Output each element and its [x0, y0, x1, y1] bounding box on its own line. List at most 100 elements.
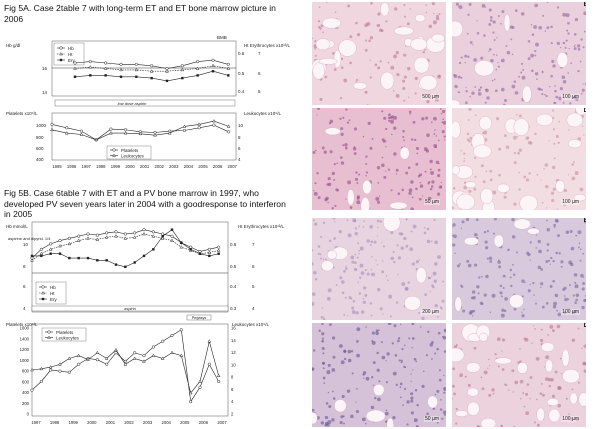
data-point-ery [105, 259, 108, 262]
b-ery-tick-5: 5 [252, 284, 255, 289]
micrograph-5a-b-image [452, 2, 586, 105]
micrograph-5a-c: C 50 µm [312, 108, 446, 210]
x-tick-label: 1997 [31, 420, 41, 425]
b-legend-hb: Hb [50, 285, 56, 290]
data-point-hb [134, 62, 138, 66]
data-point-ery [152, 248, 155, 251]
hb-axis-label: Hb g/dl [6, 43, 20, 48]
y-tick-label: 8 [231, 375, 234, 380]
plt-tick-400: 400 [36, 157, 44, 162]
b-platelets-axis-label: Platelets x10⁹/L [6, 322, 38, 327]
data-point-platelets [133, 351, 137, 355]
micrograph-5a-d: D 100 µm [452, 108, 586, 210]
data-point-hb [170, 234, 174, 238]
data-point-leukocytes [104, 356, 109, 360]
data-point-leukocytes [86, 357, 90, 361]
micrograph-5a-a: A 500 µm [312, 2, 446, 105]
data-point-ery [150, 76, 153, 80]
data-point-leukocytes [94, 137, 98, 142]
scale-bar-label: 100 µm [561, 199, 580, 205]
x-tick-label: 1998 [96, 164, 106, 169]
bottom-panel-frame [51, 112, 237, 161]
b-hb-tick-6: 6 [23, 284, 26, 289]
b-hb-tick-8: 8 [23, 264, 26, 269]
series-line-ery [74, 70, 229, 82]
x-tick-label: 2002 [124, 420, 134, 425]
ht-tick-06: 0.6 [238, 51, 245, 56]
data-point-hb [189, 245, 193, 249]
data-point-ht [165, 69, 169, 73]
data-point-hb [95, 233, 99, 237]
aspirin-bar-label: low dose aspirin [118, 101, 147, 106]
data-point-platelets [179, 328, 183, 332]
data-point-platelets [212, 123, 216, 127]
hb-axis-label-b: Hb mmol/L [6, 224, 28, 229]
data-point-leukocytes [79, 132, 84, 136]
b-aspirin-bar-label: aspirin [124, 306, 137, 311]
data-point-ery [170, 228, 174, 231]
data-point-leukocytes [30, 367, 34, 372]
bmb-label: BMB [217, 35, 227, 40]
b-top-legend: Hb Ht Ery [35, 281, 67, 305]
data-point-ht [86, 236, 90, 240]
x-tick-label: 2004 [184, 164, 194, 169]
micrograph-5b-a-image [312, 218, 446, 320]
data-point-ery [198, 252, 202, 255]
y-tick-label: 10 [231, 362, 236, 367]
panel-letter: B [583, 218, 586, 224]
b-ht-tick-04: 0.4 [230, 284, 237, 289]
micrograph-5a-a-image [312, 2, 446, 105]
micrograph-5b-b: B 100 µm [452, 218, 586, 320]
data-point-ery [217, 252, 220, 255]
y-tick-label: 1600 [20, 326, 30, 331]
micrograph-5a-b: B 100 µm [452, 2, 586, 105]
data-point-leukocytes [123, 131, 128, 135]
pegasys-label: Pegasys [192, 316, 207, 320]
data-point-leukocytes [198, 379, 202, 383]
micrograph-5b-c: C 50 µm [312, 323, 446, 427]
data-point-platelets [227, 130, 231, 134]
data-point-hb [226, 62, 230, 66]
data-point-hb [104, 61, 108, 65]
y-tick-label: 0 [27, 412, 30, 417]
data-point-leukocytes [142, 359, 146, 363]
scale-bar-label: 100 µm [561, 416, 580, 422]
x-tick-label: 2007 [217, 420, 227, 425]
b-hb-tick-4: 4 [23, 306, 26, 311]
scale-bar-label: 50 µm [424, 199, 440, 205]
data-point-ht [39, 251, 44, 255]
data-point-platelets [217, 379, 221, 384]
b-legend-ht: Ht [50, 291, 55, 296]
data-point-ery [142, 254, 146, 258]
micrograph-5b-a: A 200 µm [312, 218, 446, 320]
data-point-platelets [30, 388, 34, 392]
data-point-hb [207, 247, 211, 251]
panel-letter: D [583, 108, 586, 114]
b-hb-tick-10: 10 [23, 242, 29, 247]
data-point-ery [89, 74, 92, 77]
data-point-ht [142, 232, 146, 236]
ht-tick-04: 0.4 [238, 89, 245, 94]
b-ht-tick-05: 0.5 [230, 264, 237, 269]
b-ht-tick-06: 0.6 [230, 242, 237, 247]
data-point-hb [161, 232, 165, 236]
x-tick-label: 2001 [140, 164, 150, 169]
data-point-ht [104, 235, 109, 239]
data-point-platelets [109, 127, 113, 131]
pegasys-bar [186, 314, 212, 321]
b-legend-platelets: Platelets [56, 330, 74, 335]
data-point-ht [160, 236, 165, 240]
data-point-leukocytes [167, 131, 172, 135]
ery-tick-6: 6 [258, 71, 261, 76]
scale-bar-label: 500 µm [421, 94, 440, 100]
x-tick-label: 2001 [106, 420, 116, 425]
x-tick-label: 2003 [169, 164, 179, 169]
ery-tick-7: 7 [258, 51, 261, 56]
legend-hb: Hb [68, 46, 74, 51]
data-point-platelets [161, 339, 165, 343]
data-point-platelets [207, 362, 211, 366]
data-point-leukocytes [48, 365, 53, 369]
data-point-hb [217, 245, 221, 249]
data-point-ht [226, 66, 231, 70]
x-tick-label: 1996 [67, 164, 77, 169]
